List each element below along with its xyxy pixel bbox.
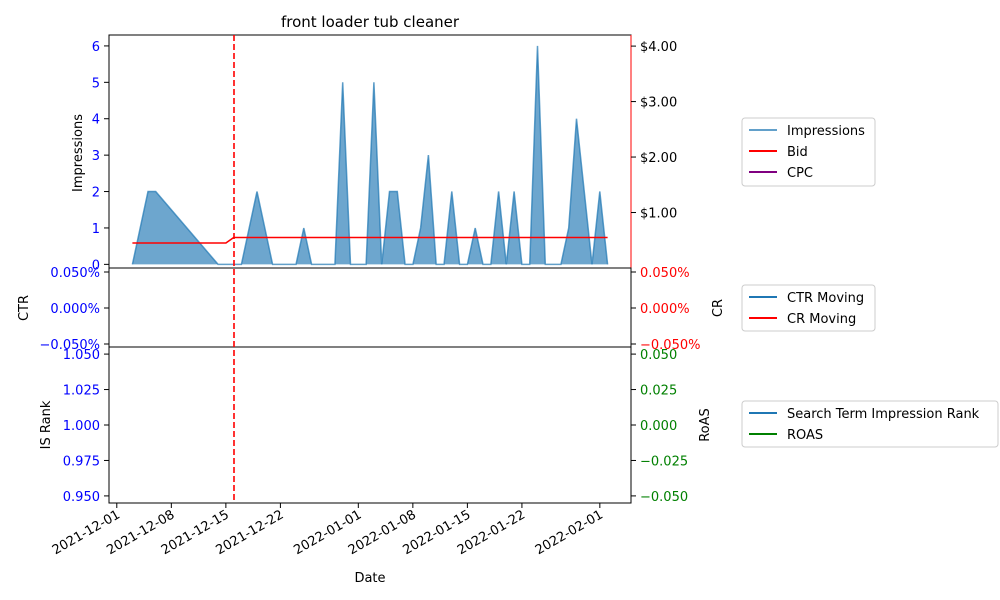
roas-tick-label: 0.050: [640, 348, 677, 363]
bid-tick-label: $1.00: [640, 207, 677, 222]
ctr-tick-label: −0.050%: [40, 338, 100, 353]
legend-top-frame: [741, 117, 876, 187]
is-rank-tick-label: 1.025: [63, 384, 100, 399]
legend-label-roas: ROAS: [787, 428, 823, 443]
is-rank-y-ticks: 1.050 1.025 1.000 0.975 0.950: [63, 348, 109, 505]
roas-tick-label: −0.050: [640, 490, 688, 505]
ctr-tick-label: 0.000%: [50, 302, 100, 317]
is-rank-tick-label: 0.950: [63, 490, 100, 505]
legend-middle: CTR Moving CR Moving: [741, 284, 876, 332]
ctr-tick-label: 0.050%: [50, 266, 100, 281]
impressions-panel: 0 1 2 3 4 5 6 $1.00 $2.00 $3.00 $4.00: [92, 34, 677, 273]
cr-tick-label: 0.050%: [640, 266, 690, 281]
impressions-line: [131, 45, 609, 266]
legend-bottom: Search Term Impression Rank ROAS: [741, 400, 999, 448]
legend-label-rank: Search Term Impression Rank: [787, 407, 980, 422]
legend-bottom-frame: [741, 400, 999, 448]
legend-top: Impressions Bid CPC: [741, 117, 876, 187]
impressions-tick-label: 3: [92, 149, 100, 164]
roas-axis-label: RoAS: [698, 408, 713, 442]
bid-tick-label: $3.00: [640, 96, 677, 111]
bid-line: [132, 236, 608, 244]
ctr-y-ticks: 0.050% 0.000% −0.050%: [40, 266, 109, 353]
legend-label-cpc: CPC: [787, 166, 813, 181]
roas-tick-label: −0.025: [640, 454, 688, 469]
cr-tick-label: 0.000%: [640, 302, 690, 317]
impressions-tick-label: 5: [92, 76, 100, 91]
impressions-tick-label: 0: [92, 258, 100, 273]
roas-y-ticks: 0.050 0.025 0.000 −0.025 −0.050: [631, 348, 688, 505]
bid-tick-label: $4.00: [640, 40, 677, 55]
impressions-tick-label: 2: [92, 186, 100, 201]
is-rank-tick-label: 1.000: [63, 419, 100, 434]
is-rank-tick-label: 1.050: [63, 348, 100, 363]
impressions-axis-label: Impressions: [71, 114, 86, 192]
legend-label-bid: Bid: [787, 145, 808, 160]
legend-label-cr: CR Moving: [787, 312, 856, 327]
impressions-tick-label: 4: [92, 113, 100, 128]
bid-y-ticks: $1.00 $2.00 $3.00 $4.00: [631, 40, 677, 222]
legend-label-impressions: Impressions: [787, 124, 865, 139]
impressions-y-ticks: 0 1 2 3 4 5 6: [92, 40, 109, 273]
is-rank-axis-label: IS Rank: [39, 400, 54, 449]
cr-axis-label: CR: [711, 299, 726, 317]
bid-line-group: [132, 236, 608, 244]
chart-title: front loader tub cleaner: [281, 13, 460, 31]
roas-tick-label: 0.000: [640, 419, 677, 434]
impressions-tick-label: 6: [92, 40, 100, 55]
bid-tick-label: $2.00: [640, 151, 677, 166]
roas-tick-label: 0.025: [640, 384, 677, 399]
is-rank-tick-label: 0.975: [63, 454, 100, 469]
ctr-panel: 0.050% 0.000% −0.050% 0.050% 0.000% −0.0…: [40, 266, 701, 353]
cr-y-ticks: 0.050% 0.000% −0.050%: [631, 266, 700, 353]
ctr-axis-label: CTR: [17, 295, 32, 321]
impressions-tick-label: 1: [92, 222, 100, 237]
date-axis-label: Date: [354, 571, 385, 586]
legend-label-ctr: CTR Moving: [787, 291, 864, 306]
cr-tick-label: −0.050%: [640, 338, 700, 353]
